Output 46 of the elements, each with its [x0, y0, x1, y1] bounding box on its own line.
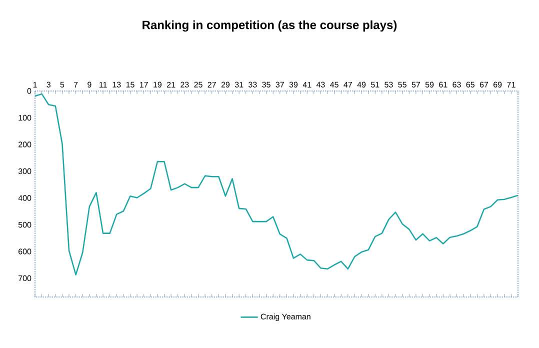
x-tick-label: 55 [398, 82, 406, 88]
x-tick-label: 61 [439, 82, 448, 88]
x-tick-label: 53 [384, 82, 393, 88]
x-tick-label: 43 [316, 82, 325, 88]
x-tick-label: 21 [167, 82, 176, 88]
x-tick-label: 11 [99, 82, 107, 88]
x-tick-label: 63 [452, 82, 461, 88]
x-tick-label: 33 [248, 82, 257, 88]
x-tick-label: 31 [234, 82, 244, 88]
legend-label: Craig Yeaman [260, 314, 310, 322]
x-tick-label: 17 [140, 82, 148, 88]
y-tick-label: 300 [18, 168, 32, 174]
x-tick-label: 7 [74, 82, 78, 88]
x-tick-label: 15 [126, 82, 134, 88]
y-tick-label: 0 [27, 88, 32, 94]
x-tick-label: 9 [88, 82, 92, 88]
chart-title: Ranking in competition (as the course plays) [142, 20, 397, 32]
x-tick-label: 23 [180, 82, 189, 88]
x-tick-label: 1 [33, 82, 37, 88]
x-tick-label: 13 [112, 82, 121, 88]
y-tick-label: 500 [18, 222, 32, 228]
y-tick-label: 200 [18, 142, 32, 148]
x-tick-label: 67 [480, 82, 488, 88]
x-tick-label: 37 [276, 82, 284, 88]
x-tick-label: 5 [60, 82, 64, 88]
y-tick-label: 700 [18, 275, 32, 282]
x-tick-label: 51 [370, 82, 380, 88]
x-tick-label: 71 [507, 82, 516, 88]
x-tick-label: 29 [221, 82, 230, 88]
x-tick-label: 65 [466, 82, 474, 88]
y-tick-label: 100 [18, 114, 32, 121]
x-tick-label: 27 [208, 82, 216, 88]
y-tick-label: 600 [18, 248, 32, 254]
x-tick-label: 59 [425, 82, 434, 88]
x-tick-label: 57 [412, 82, 420, 88]
x-tick-label: 49 [357, 82, 366, 88]
x-tick-label: 35 [262, 82, 270, 88]
x-tick-label: 3 [46, 82, 50, 88]
x-tick-label: 41 [302, 82, 312, 88]
y-tick-label: 400 [18, 195, 32, 201]
x-tick-label: 19 [154, 82, 162, 88]
x-tick-label: 69 [494, 82, 502, 88]
x-tick-label: 25 [194, 82, 202, 88]
x-tick-label: 45 [330, 82, 338, 88]
x-tick-label: 47 [344, 82, 352, 88]
x-tick-label: 39 [289, 82, 298, 88]
